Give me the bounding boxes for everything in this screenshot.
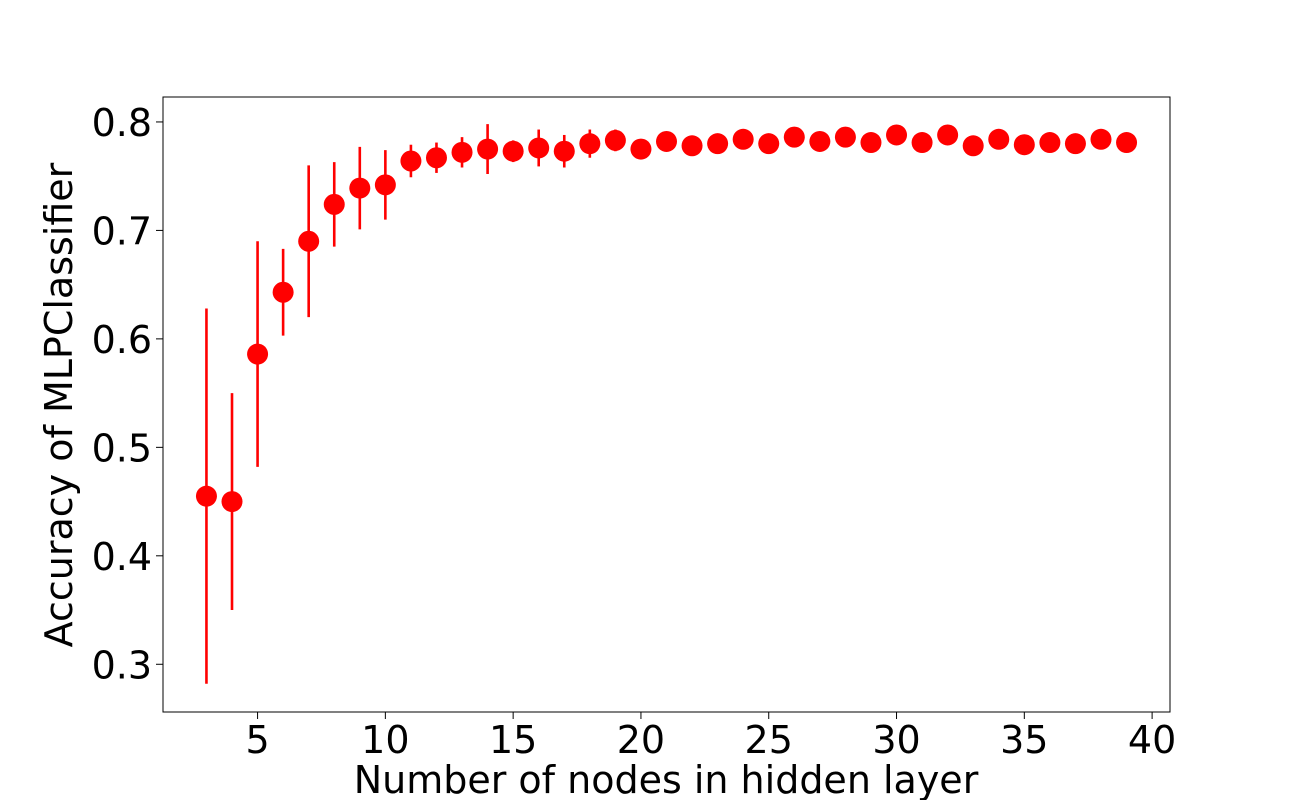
y-axis-title: Accuracy of MLPClassifier — [37, 162, 81, 647]
data-point — [911, 132, 933, 154]
data-point — [988, 128, 1010, 150]
x-tick-label: 25 — [745, 718, 793, 762]
data-point — [272, 281, 294, 303]
x-tick-label: 30 — [872, 718, 920, 762]
data-point — [962, 135, 984, 157]
data-point — [400, 150, 422, 172]
data-point — [1090, 128, 1112, 150]
data-points — [195, 124, 1138, 513]
y-tick-label: 0.7 — [92, 209, 152, 253]
data-point — [681, 135, 703, 157]
data-point — [732, 128, 754, 150]
data-point — [707, 133, 729, 155]
data-point — [937, 124, 959, 146]
data-point — [298, 230, 320, 252]
data-point — [528, 137, 550, 159]
data-point — [349, 177, 371, 199]
data-point — [834, 126, 856, 148]
data-point — [477, 138, 499, 160]
data-point — [656, 130, 677, 152]
x-tick-label: 5 — [245, 718, 269, 762]
data-point — [1039, 132, 1061, 154]
data-point — [451, 141, 473, 163]
y-tick-label: 0.4 — [92, 535, 152, 579]
data-point — [783, 126, 805, 148]
data-point — [1064, 133, 1086, 155]
y-tick-label: 0.6 — [92, 318, 152, 362]
data-point — [886, 124, 908, 146]
data-point — [604, 129, 626, 151]
data-point — [374, 174, 396, 196]
data-point — [323, 193, 345, 215]
data-point — [195, 485, 217, 507]
plot-area — [162, 96, 1171, 713]
x-tick-label: 10 — [361, 718, 409, 762]
data-point — [247, 343, 269, 365]
y-axis-ticks: 0.3 0.4 0.5 0.6 0.7 0.8 — [92, 101, 163, 687]
data-point — [553, 140, 575, 162]
x-axis-title: Number of nodes in hidden layer — [354, 758, 979, 800]
x-tick-label: 20 — [617, 718, 665, 762]
data-point — [221, 491, 243, 513]
data-point — [579, 133, 601, 155]
y-tick-label: 0.3 — [92, 643, 152, 687]
x-axis-ticks: 5 10 15 20 25 30 35 40 — [245, 712, 1176, 762]
x-tick-label: 15 — [489, 718, 537, 762]
data-point — [630, 138, 652, 160]
y-tick-label: 0.8 — [92, 101, 152, 145]
data-point — [809, 130, 831, 152]
data-point — [1116, 132, 1138, 154]
data-point — [758, 133, 780, 155]
data-point — [502, 140, 524, 162]
x-tick-label: 40 — [1128, 718, 1176, 762]
data-point — [860, 132, 882, 154]
data-point — [1013, 134, 1035, 156]
y-tick-label: 0.5 — [92, 426, 152, 470]
x-tick-label: 35 — [1000, 718, 1048, 762]
data-point — [425, 147, 447, 169]
